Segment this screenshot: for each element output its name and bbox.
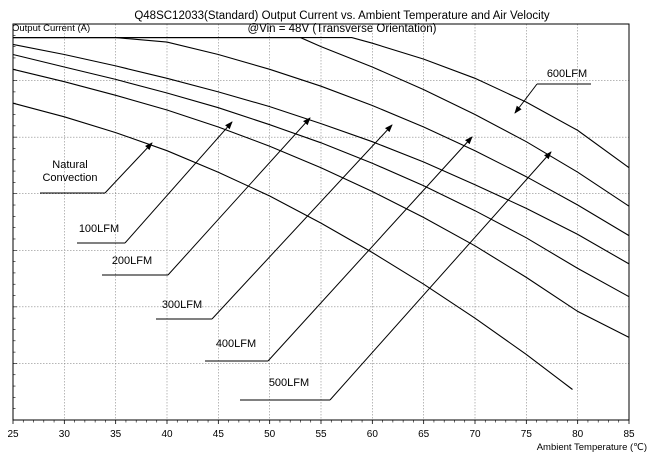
series-label-500lfm: 500LFM xyxy=(269,377,309,389)
leader-arrow-200lfm xyxy=(167,117,311,276)
x-tick-label: 65 xyxy=(418,429,430,440)
series-label-natural-convection: Natural Convection xyxy=(42,159,97,184)
leader-arrow-600lfm xyxy=(514,83,538,114)
leader-arrow-100lfm xyxy=(124,121,233,244)
series-label-400lfm: 400LFM xyxy=(216,338,256,350)
series-label-line: 400LFM xyxy=(216,338,256,350)
chart-subtitle: @Vin = 48V (Transverse Orientation) xyxy=(247,23,436,35)
series-label-line: 500LFM xyxy=(269,377,309,389)
x-tick-label: 50 xyxy=(264,429,276,440)
series-label-line: Convection xyxy=(42,172,97,184)
x-axis-label: Ambient Temperature (℃) xyxy=(537,442,647,452)
x-tick-label: 40 xyxy=(161,429,173,440)
chart-title: Q48SC12033(Standard) Output Current vs. … xyxy=(134,10,550,22)
x-tick-label: 45 xyxy=(213,429,225,440)
x-tick-label: 35 xyxy=(110,429,122,440)
leader-arrow-natural-convection xyxy=(104,142,153,194)
series-label-100lfm: 100LFM xyxy=(79,223,119,235)
leader-arrow-300lfm xyxy=(211,124,393,320)
series-label-200lfm: 200LFM xyxy=(112,255,152,267)
series-label-line: 600LFM xyxy=(547,68,587,80)
series-line-200lfm xyxy=(12,53,630,298)
x-tick-label: 55 xyxy=(315,429,327,440)
x-tick-label: 75 xyxy=(521,429,533,440)
series-label-600lfm: 600LFM xyxy=(547,68,587,80)
x-tick-label: 70 xyxy=(469,429,481,440)
series-line-600lfm xyxy=(13,37,630,169)
x-tick-label: 80 xyxy=(572,429,584,440)
plot-frame xyxy=(12,23,630,421)
y-axis-label: Output Current (A) xyxy=(12,23,90,34)
x-tick-label: 30 xyxy=(59,429,71,440)
series-label-line: 200LFM xyxy=(112,255,152,267)
x-tick-label: 85 xyxy=(623,429,635,440)
x-tick-label: 60 xyxy=(367,429,379,440)
series-line-100lfm xyxy=(12,68,630,338)
x-tick-label: 25 xyxy=(7,429,19,440)
series-line-300lfm xyxy=(12,43,630,265)
series-label-line: Natural xyxy=(52,159,87,171)
series-label-300lfm: 300LFM xyxy=(162,299,202,311)
leader-arrow-400lfm xyxy=(267,136,473,362)
series-label-line: 300LFM xyxy=(162,299,202,311)
leader-arrow-500lfm xyxy=(329,151,552,401)
series-label-line: 100LFM xyxy=(79,223,119,235)
series-line-natural-convection xyxy=(12,102,573,390)
